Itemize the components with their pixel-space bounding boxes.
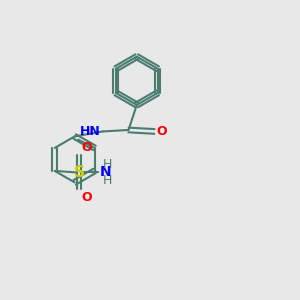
Text: S: S (74, 165, 84, 180)
Text: N: N (100, 165, 111, 179)
Text: HN: HN (80, 125, 101, 138)
Text: H: H (103, 174, 112, 187)
Text: O: O (81, 140, 92, 154)
Text: O: O (157, 125, 167, 138)
Text: O: O (81, 191, 92, 204)
Text: H: H (103, 158, 112, 171)
